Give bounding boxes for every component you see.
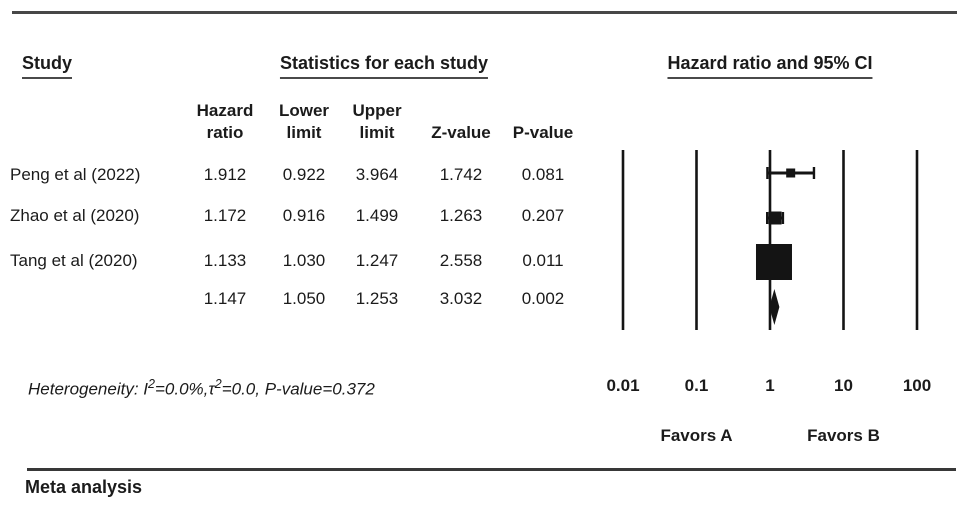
p-value: 0.207 <box>521 206 565 225</box>
upper-limit-value: 1.499 <box>355 206 399 225</box>
column-header-line: P-value <box>512 123 574 142</box>
p-value: 0.011 <box>522 251 564 270</box>
upper-limit-value: 3.964 <box>355 165 399 184</box>
column-header-line: Z-value <box>431 123 491 142</box>
study-name: Tang et al (2020) <box>10 251 138 270</box>
column-header-line: Hazard <box>196 101 254 120</box>
column-header-line: limit <box>359 123 395 142</box>
column-header-upper-limit: Upper limit <box>330 100 424 144</box>
column-header-lower-limit: Lower limit <box>257 100 351 144</box>
z-value: 1.742 <box>439 165 483 184</box>
axis-tick-label: 0.01 <box>606 376 640 395</box>
superscript: 2 <box>214 377 222 391</box>
study-point-marker <box>768 211 782 225</box>
hazard-ratio-value: 1.133 <box>203 251 247 270</box>
axis-tick-label: 1 <box>765 376 775 395</box>
p-value: 0.002 <box>521 289 565 308</box>
hazard-ratio-value: 1.172 <box>203 206 247 225</box>
column-header-line: Upper <box>352 101 402 120</box>
heterogeneity-text: =0.0, P-value=0.372 <box>221 379 375 399</box>
upper-limit-value: 1.247 <box>355 251 399 270</box>
axis-tick-label: 0.1 <box>684 376 709 395</box>
study-point-marker <box>786 168 796 178</box>
axis-tick-label: 10 <box>834 376 853 395</box>
bottom-rule <box>27 468 956 471</box>
axis-tick-label: 100 <box>902 376 932 395</box>
z-value: 1.263 <box>439 206 483 225</box>
column-header-z-value: Z-value <box>414 100 508 144</box>
forest-plot-canvas <box>621 150 919 330</box>
column-header-p-value: P-value <box>496 100 590 144</box>
lower-limit-value: 0.916 <box>282 206 326 225</box>
column-header-line: limit <box>286 123 322 142</box>
z-value: 2.558 <box>439 251 483 270</box>
statistics-section-header: Statistics for each study <box>279 53 489 79</box>
z-value: 3.032 <box>439 289 483 308</box>
lower-limit-value: 0.922 <box>282 165 326 184</box>
hazard-ratio-value: 1.147 <box>203 289 247 308</box>
plot-section-header: Hazard ratio and 95% CI <box>667 53 873 79</box>
favors-a-label: Favors A <box>660 426 733 445</box>
top-rule <box>12 11 957 14</box>
upper-limit-value: 1.253 <box>355 289 399 308</box>
study-point-marker <box>755 244 792 280</box>
heterogeneity-text: =0.0%,τ <box>154 379 215 399</box>
column-header-hazard-ratio: Hazard ratio <box>178 100 272 144</box>
hazard-ratio-value: 1.912 <box>203 165 247 184</box>
column-header-line: Lower <box>278 101 330 120</box>
study-column-header: Study <box>22 53 73 79</box>
lower-limit-value: 1.030 <box>282 251 326 270</box>
heterogeneity-text: Heterogeneity: I <box>28 379 149 399</box>
favors-b-label: Favors B <box>807 426 880 445</box>
forest-plot: 0.01 0.1 1 10 100 Favors A Favors B <box>600 140 945 450</box>
p-value: 0.081 <box>521 165 565 184</box>
column-header-line: ratio <box>206 123 244 142</box>
lower-limit-value: 1.050 <box>282 289 326 308</box>
study-name: Zhao et al (2020) <box>10 206 140 225</box>
superscript: 2 <box>148 377 155 391</box>
summary-diamond <box>769 289 780 325</box>
study-name: Peng et al (2022) <box>10 165 141 184</box>
heterogeneity-note: Heterogeneity: I2=0.0%,τ2=0.0, P-value=0… <box>28 377 375 400</box>
figure-title: Meta analysis <box>25 477 143 497</box>
